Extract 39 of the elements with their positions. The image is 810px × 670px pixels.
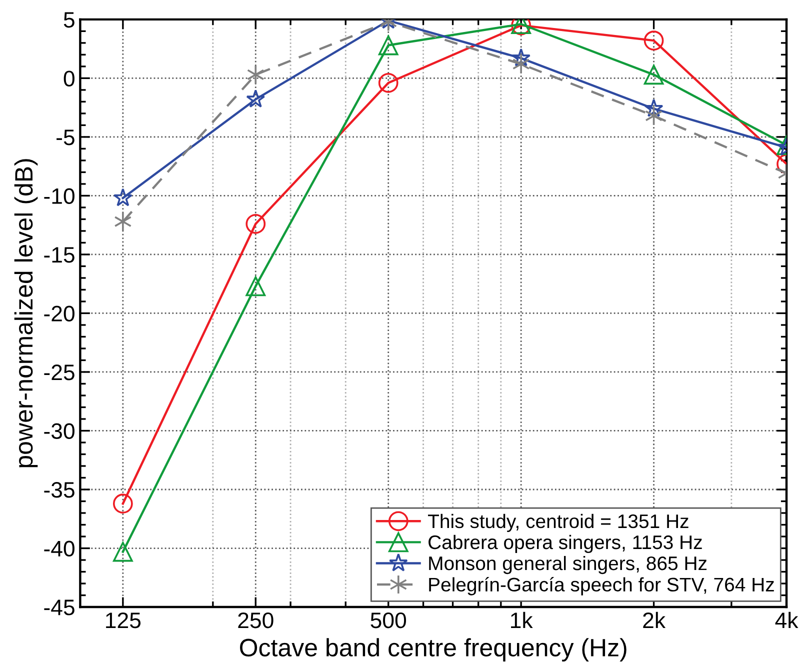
y-axis-title: power-normalized level (dB) (14, 159, 38, 468)
point (113, 188, 132, 206)
y-tick-label: -25 (44, 364, 74, 380)
point (246, 276, 266, 296)
y-tick-label: 5 (64, 12, 74, 28)
point (644, 30, 664, 51)
x-tick-label: 4k (775, 612, 798, 628)
point (114, 212, 132, 232)
legend-label: Monson general singers, 865 Hz (429, 556, 707, 574)
point (112, 542, 133, 562)
x-tick-label: 1k (511, 612, 533, 628)
y-tick-label: -30 (44, 423, 74, 440)
y-tick-label: -10 (44, 188, 74, 204)
point (112, 494, 133, 514)
y-tick-label: -20 (44, 306, 74, 322)
y-tick-label: -40 (44, 540, 74, 557)
legend-label: Cabrera opera singers, 1153 Hz (428, 534, 702, 554)
point (645, 106, 663, 126)
x-tick-label: 2k (643, 612, 666, 628)
point (246, 89, 266, 108)
legend-label: This study, centroid = 1351 Hz (428, 514, 688, 532)
y-tick-label: -45 (44, 600, 74, 616)
legend-label: Pelegrín-García speech for STV, 764 Hz (429, 577, 774, 596)
x-tick-label: 125 (106, 612, 141, 628)
y-tick-label: -15 (44, 247, 74, 263)
x-tick-label: 250 (238, 612, 274, 628)
point (512, 54, 530, 74)
point (644, 64, 664, 85)
point (512, 48, 531, 66)
point (246, 64, 264, 85)
y-tick-label: 0 (64, 70, 74, 86)
x-tick-label: 500 (370, 612, 406, 628)
point (378, 35, 398, 56)
y-tick-label: -5 (56, 130, 74, 146)
x-axis-title: Octave band centre frequency (Hz) (240, 638, 626, 662)
y-tick-label: -35 (44, 482, 74, 498)
point (644, 98, 664, 117)
point (246, 214, 266, 234)
point (378, 72, 398, 93)
